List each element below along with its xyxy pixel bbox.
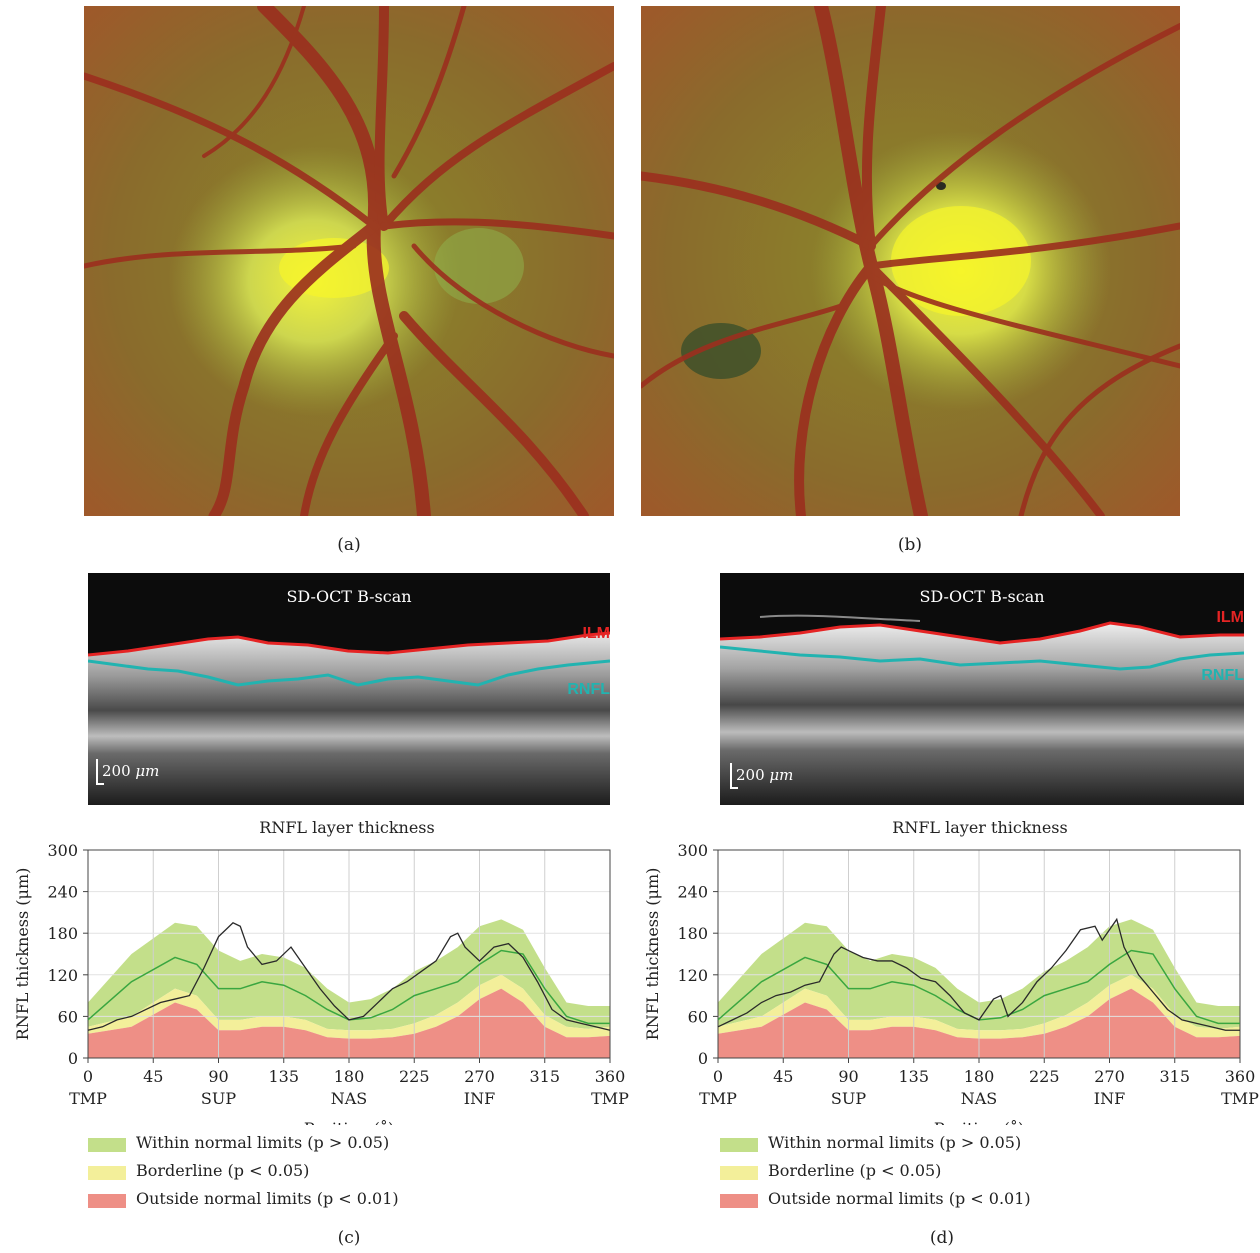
rnfl-chart-left: 0 60 120 180 240 300 0 45 90 135 180 225 270 315 360 TM…: [13, 841, 629, 1125]
y-tick-label: 0: [698, 1049, 708, 1068]
x-tick-label: 225: [1029, 1067, 1060, 1086]
region-label: SUP: [831, 1089, 866, 1108]
region-label: SUP: [201, 1089, 236, 1108]
y-tick-label: 300: [47, 841, 78, 860]
x-axis-label: Position (˚): [304, 1119, 394, 1125]
rnfl-label: RNFL: [567, 681, 610, 698]
x-tick-label: 270: [1094, 1067, 1125, 1086]
x-tick-label: 315: [529, 1067, 560, 1086]
fundus-photo-right: [641, 6, 1180, 516]
legend-swatch-borderline: [720, 1166, 758, 1180]
legend-swatch-borderline: [88, 1166, 126, 1180]
scale-unit: μm: [135, 762, 160, 780]
rnfl-thickness-line: [717, 917, 1240, 1031]
oct-title: SD-OCT B-scan: [286, 587, 412, 606]
y-tick-label: 240: [47, 883, 78, 902]
x-tick-label: 0: [713, 1067, 723, 1086]
legend-text-outside: Outside normal limits (p < 0.01): [768, 1189, 1031, 1208]
y-tick-label: 180: [47, 924, 78, 943]
region-label: TMP: [699, 1089, 737, 1108]
legend-swatch-within: [88, 1138, 126, 1152]
region-label: INF: [1094, 1089, 1125, 1108]
x-tick-label: 0: [83, 1067, 93, 1086]
x-tick-label: 225: [399, 1067, 430, 1086]
panel-label-d: (d): [929, 1228, 955, 1248]
normative-mean-line: [717, 949, 1240, 1025]
oct-bscan-left: SD-OCT B-scan ILM RNFL 200 μm: [88, 573, 610, 805]
y-tick-label: 0: [68, 1049, 78, 1068]
scale-value: 200: [736, 766, 765, 784]
x-tick-label: 270: [464, 1067, 495, 1086]
legend-text-outside: Outside normal limits (p < 0.01): [136, 1189, 399, 1208]
region-label: TMP: [69, 1089, 107, 1108]
region-label: TMP: [591, 1089, 629, 1108]
y-tick-label: 180: [677, 924, 708, 943]
y-tick-label: 120: [47, 966, 78, 985]
legend-swatch-within: [720, 1138, 758, 1152]
scale-unit: μm: [769, 766, 794, 784]
y-tick-label: 120: [677, 966, 708, 985]
x-tick-label: 135: [268, 1067, 299, 1086]
rnfl-label: RNFL: [1201, 667, 1244, 684]
oct-bscan-right: SD-OCT B-scan ILM RNFL 200 μm: [720, 573, 1244, 805]
x-tick-label: 360: [595, 1067, 626, 1086]
ilm-label: ILM: [582, 625, 610, 642]
x-tick-label: 180: [964, 1067, 995, 1086]
x-tick-label: 45: [773, 1067, 793, 1086]
y-tick-label: 300: [677, 841, 708, 860]
legend-swatch-outside: [88, 1194, 126, 1208]
y-tick-label: 60: [688, 1007, 708, 1026]
scale-value: 200: [102, 762, 131, 780]
legend-text-borderline: Borderline (p < 0.05): [136, 1161, 310, 1180]
fundus-photo-left: [84, 6, 614, 516]
rnfl-chart-right: 0 60 120 180 240 300 0 45 90 135 180 225 270 315 360 TM…: [643, 841, 1259, 1125]
x-tick-label: 90: [838, 1067, 858, 1086]
rnfl-thickness-line: [87, 922, 611, 1031]
panel-label-a: (a): [337, 535, 361, 555]
x-axis-label: Position (˚): [934, 1119, 1024, 1125]
oct-title: SD-OCT B-scan: [919, 587, 1045, 606]
x-tick-label: 360: [1225, 1067, 1256, 1086]
y-axis-label: RNFL thickness (μm): [643, 868, 662, 1041]
region-label: TMP: [1221, 1089, 1259, 1108]
y-tick-label: 60: [58, 1007, 78, 1026]
x-tick-label: 90: [208, 1067, 228, 1086]
x-tick-label: 315: [1159, 1067, 1190, 1086]
chart-title-left: RNFL layer thickness: [259, 818, 435, 837]
normative-mean-line: [87, 949, 610, 1025]
x-tick-label: 135: [898, 1067, 929, 1086]
region-label: NAS: [331, 1089, 368, 1108]
region-label: NAS: [961, 1089, 998, 1108]
legend-text-within: Within normal limits (p > 0.05): [768, 1133, 1022, 1152]
x-tick-label: 180: [334, 1067, 365, 1086]
region-label: INF: [464, 1089, 495, 1108]
panel-label-b: (b): [897, 535, 923, 555]
panel-label-c: (c): [337, 1228, 361, 1248]
chart-title-right: RNFL layer thickness: [892, 818, 1068, 837]
legend-text-within: Within normal limits (p > 0.05): [136, 1133, 390, 1152]
legend-text-borderline: Borderline (p < 0.05): [768, 1161, 942, 1180]
x-tick-label: 45: [143, 1067, 163, 1086]
y-axis-label: RNFL thickness (μm): [13, 868, 32, 1041]
legend-swatch-outside: [720, 1194, 758, 1208]
y-tick-label: 240: [677, 883, 708, 902]
ilm-label: ILM: [1216, 609, 1244, 626]
